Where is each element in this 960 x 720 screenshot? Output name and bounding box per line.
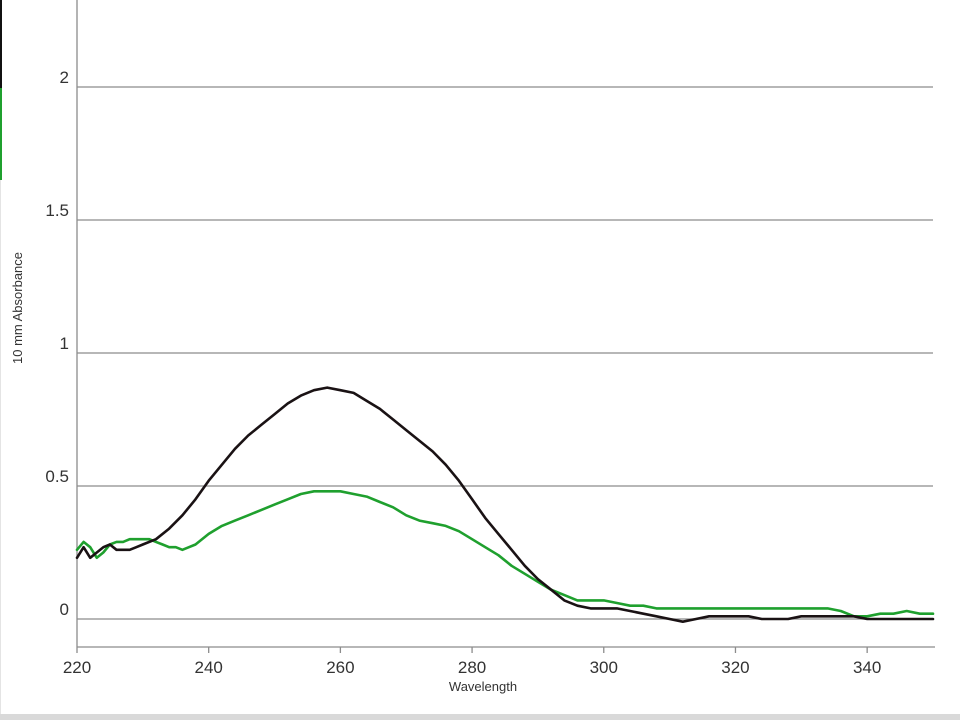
x-tick-label: 340 bbox=[853, 658, 881, 677]
legend-marker-green bbox=[0, 88, 2, 180]
y-tick-label: 2 bbox=[60, 68, 69, 87]
bottom-edge bbox=[0, 714, 960, 720]
x-tick-label: 300 bbox=[590, 658, 618, 677]
y-axis-ticks: 0 0.5 1 1.5 2 bbox=[45, 68, 69, 619]
y-axis-title: 10 mm Absorbance bbox=[10, 252, 25, 364]
y-tick-label: 1 bbox=[60, 334, 69, 353]
x-tick-label: 280 bbox=[458, 658, 486, 677]
x-axis-ticks: 220 240 260 280 300 320 340 bbox=[63, 647, 881, 677]
legend-marker-black bbox=[0, 0, 2, 88]
series-group bbox=[75, 386, 935, 624]
y-tick-label: 1.5 bbox=[45, 201, 69, 220]
y-tick-label: 0 bbox=[60, 600, 69, 619]
series-line-green bbox=[75, 489, 935, 618]
x-tick-label: 320 bbox=[721, 658, 749, 677]
x-tick-label: 240 bbox=[195, 658, 223, 677]
x-tick-label: 220 bbox=[63, 658, 91, 677]
series-line-black bbox=[75, 386, 935, 624]
y-tick-label: 0.5 bbox=[45, 467, 69, 486]
left-edge bbox=[0, 180, 1, 720]
x-tick-label: 260 bbox=[326, 658, 354, 677]
x-axis-title: Wavelength bbox=[449, 679, 517, 694]
gridlines bbox=[77, 86, 933, 620]
